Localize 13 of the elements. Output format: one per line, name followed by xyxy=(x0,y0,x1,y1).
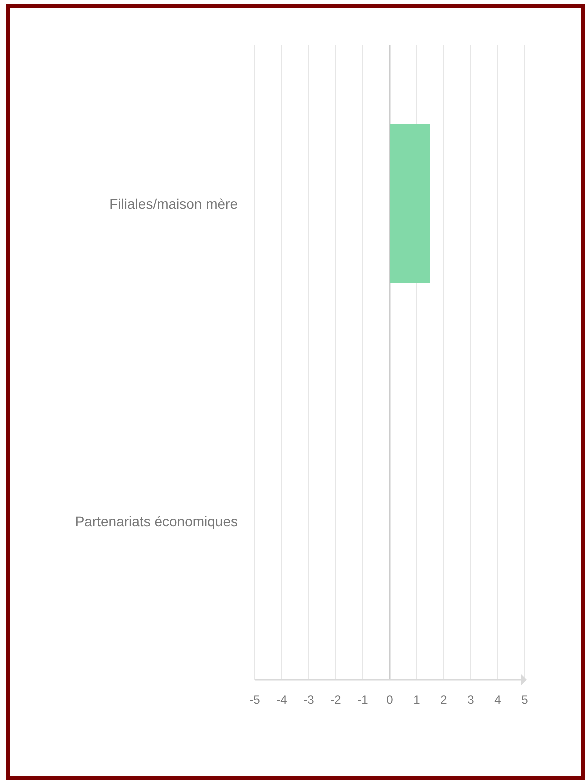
x-tick-label: 3 xyxy=(468,693,475,707)
x-tick-label: 4 xyxy=(494,693,502,707)
x-tick-label: -5 xyxy=(250,693,261,707)
x-tick-label: 1 xyxy=(414,693,421,707)
x-tick-label: -2 xyxy=(330,693,342,707)
x-tick-label: -4 xyxy=(276,693,288,707)
y-tick-label: Partenariats économiques xyxy=(75,513,238,530)
x-tick-label: 2 xyxy=(440,693,448,707)
x-tick-label: 5 xyxy=(522,693,529,707)
x-tick-label: -3 xyxy=(304,693,315,707)
x-tick-label: 0 xyxy=(386,693,394,707)
x-tick-label: -1 xyxy=(358,693,369,707)
y-tick-label: Filiales/maison mère xyxy=(110,196,238,212)
